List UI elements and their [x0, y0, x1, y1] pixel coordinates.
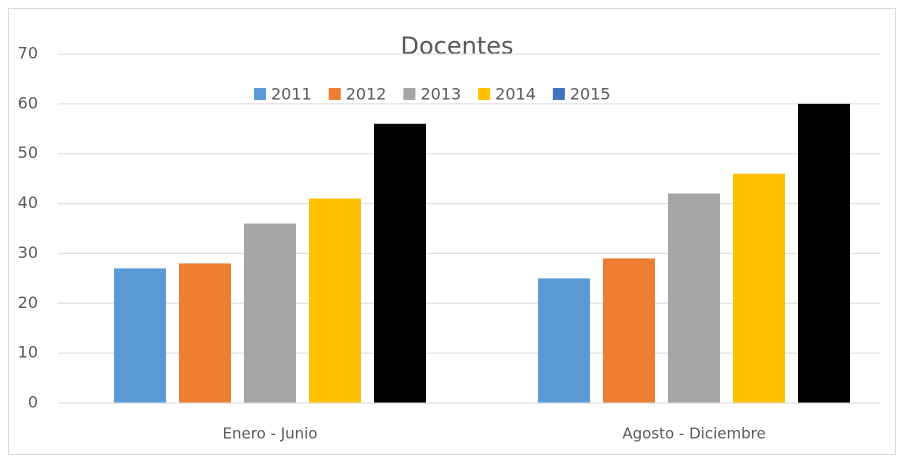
- bar: [603, 258, 655, 403]
- legend-label: 2013: [420, 85, 461, 104]
- bar: [668, 193, 720, 403]
- legend-label: 2011: [271, 85, 312, 104]
- bar: [374, 123, 426, 404]
- bar: [244, 223, 296, 403]
- legend-swatch: [328, 88, 341, 100]
- bar: [733, 173, 785, 403]
- legend-swatch: [478, 88, 491, 100]
- legend-swatch: [403, 88, 416, 100]
- bar: [538, 278, 590, 403]
- y-tick-label: 70: [18, 44, 38, 63]
- legend-label: 2012: [346, 85, 387, 104]
- chart-title: Docentes: [400, 32, 513, 60]
- legend-label: 2015: [570, 85, 611, 104]
- y-tick-label: 0: [28, 393, 38, 412]
- y-tick-label: 30: [18, 243, 38, 262]
- y-tick-label: 20: [18, 293, 38, 312]
- x-tick-label: Enero - Junio: [223, 425, 318, 443]
- bar: [179, 263, 231, 403]
- y-tick-label: 40: [18, 193, 38, 212]
- x-tick-label: Agosto - Diciembre: [622, 425, 765, 443]
- bar: [798, 103, 850, 403]
- y-tick-label: 60: [18, 93, 38, 112]
- legend-swatch: [552, 88, 565, 100]
- legend-label: 2014: [495, 85, 536, 104]
- legend-swatch: [254, 88, 266, 100]
- y-tick-label: 10: [18, 343, 38, 362]
- y-tick-label: 50: [18, 143, 38, 162]
- bar: [114, 268, 166, 403]
- bar: [309, 198, 361, 403]
